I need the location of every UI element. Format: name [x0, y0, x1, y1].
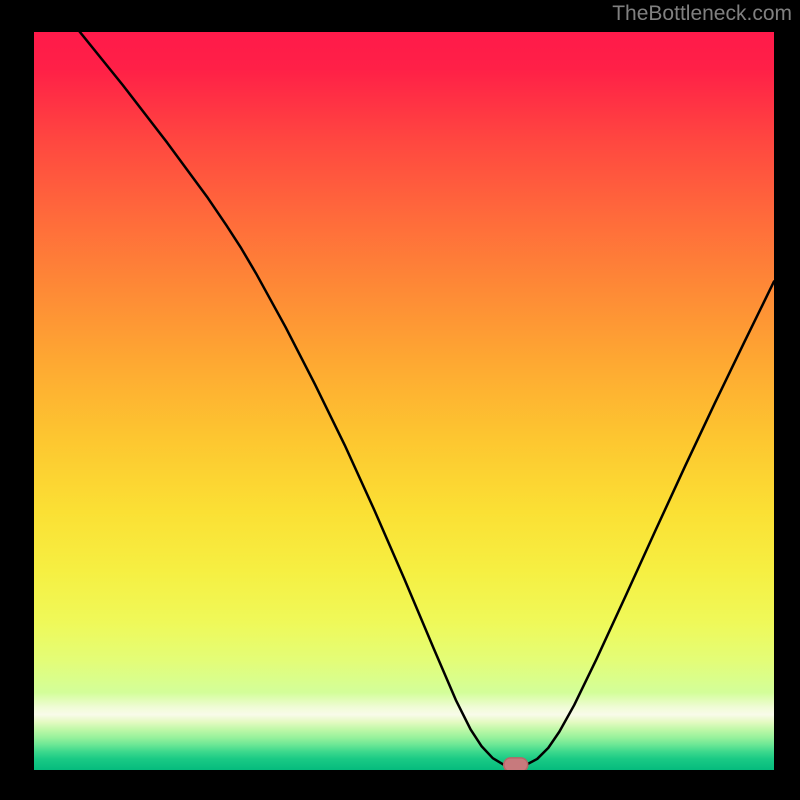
- bottleneck-chart: [34, 32, 774, 770]
- gradient-background: [34, 32, 774, 770]
- chart-container: TheBottleneck.com: [0, 0, 800, 800]
- optimal-point-marker: [504, 758, 528, 770]
- watermark-label: TheBottleneck.com: [612, 2, 792, 26]
